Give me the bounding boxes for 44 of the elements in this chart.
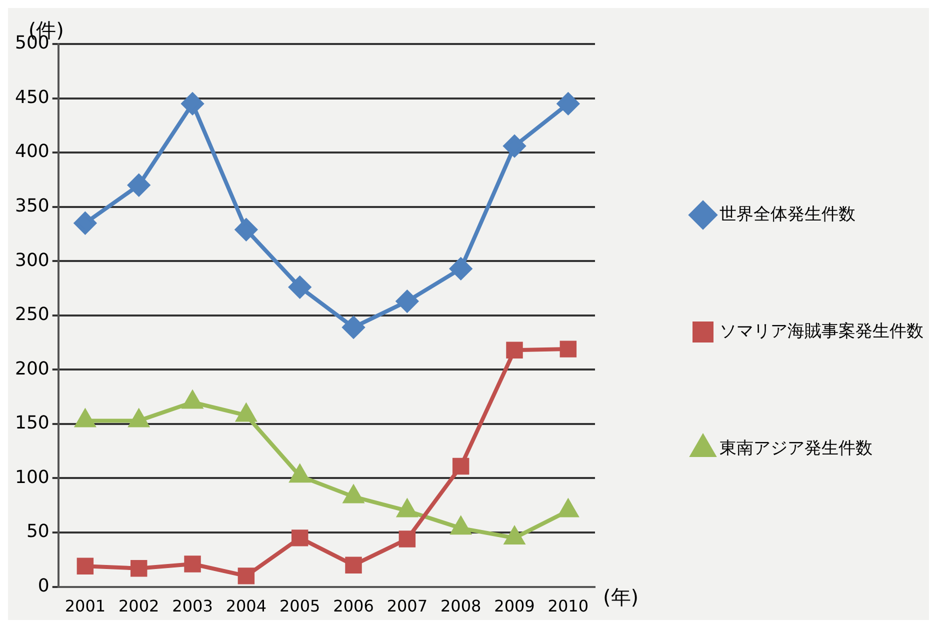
y-tick-label: 0 — [38, 575, 50, 596]
x-tick-label: 2009 — [494, 596, 535, 616]
y-tick-label: 400 — [14, 141, 50, 162]
point — [345, 556, 362, 574]
x-tick-label: 2001 — [64, 596, 106, 616]
point — [560, 340, 577, 358]
point — [396, 290, 418, 312]
point — [235, 218, 258, 241]
y-tick-label: 50 — [26, 521, 50, 542]
x-tick-label: 2007 — [386, 596, 428, 616]
x-tick-label: 2004 — [226, 596, 267, 616]
y-tick-label: 150 — [14, 412, 50, 434]
y-tick-label: 200 — [14, 358, 50, 380]
point — [288, 276, 311, 298]
x-tick-label: 2010 — [548, 596, 589, 616]
point — [184, 556, 201, 572]
point — [504, 135, 526, 158]
point — [557, 92, 580, 115]
y-tick-label: 100 — [14, 466, 50, 488]
x-tick-label: 2006 — [333, 596, 374, 616]
point — [452, 458, 470, 475]
x-tick-label: 2008 — [440, 596, 482, 616]
point — [182, 92, 204, 115]
legend-label: 世界全体発生件数 — [720, 204, 856, 224]
x-tick-label: 2003 — [172, 596, 213, 616]
y-tick-label: 250 — [14, 304, 50, 326]
x-tick-label: 2005 — [279, 596, 320, 616]
point — [342, 316, 365, 338]
y-tick-label: 350 — [14, 196, 50, 217]
point — [450, 258, 472, 280]
point — [74, 212, 96, 234]
y-tick-label: 450 — [14, 86, 50, 108]
point — [291, 530, 308, 546]
point — [398, 530, 416, 548]
point — [130, 560, 148, 577]
x-axis-title: (年) — [603, 585, 639, 610]
y-tick-label: 300 — [14, 250, 50, 271]
x-tick-label: 2002 — [118, 596, 160, 616]
point — [238, 568, 255, 584]
legend-label: 東南アジア発生件数 — [720, 438, 872, 458]
point — [76, 558, 94, 575]
legend-label: ソマリア海賊事案発生件数 — [720, 321, 924, 342]
point — [128, 174, 150, 196]
point — [506, 342, 523, 359]
